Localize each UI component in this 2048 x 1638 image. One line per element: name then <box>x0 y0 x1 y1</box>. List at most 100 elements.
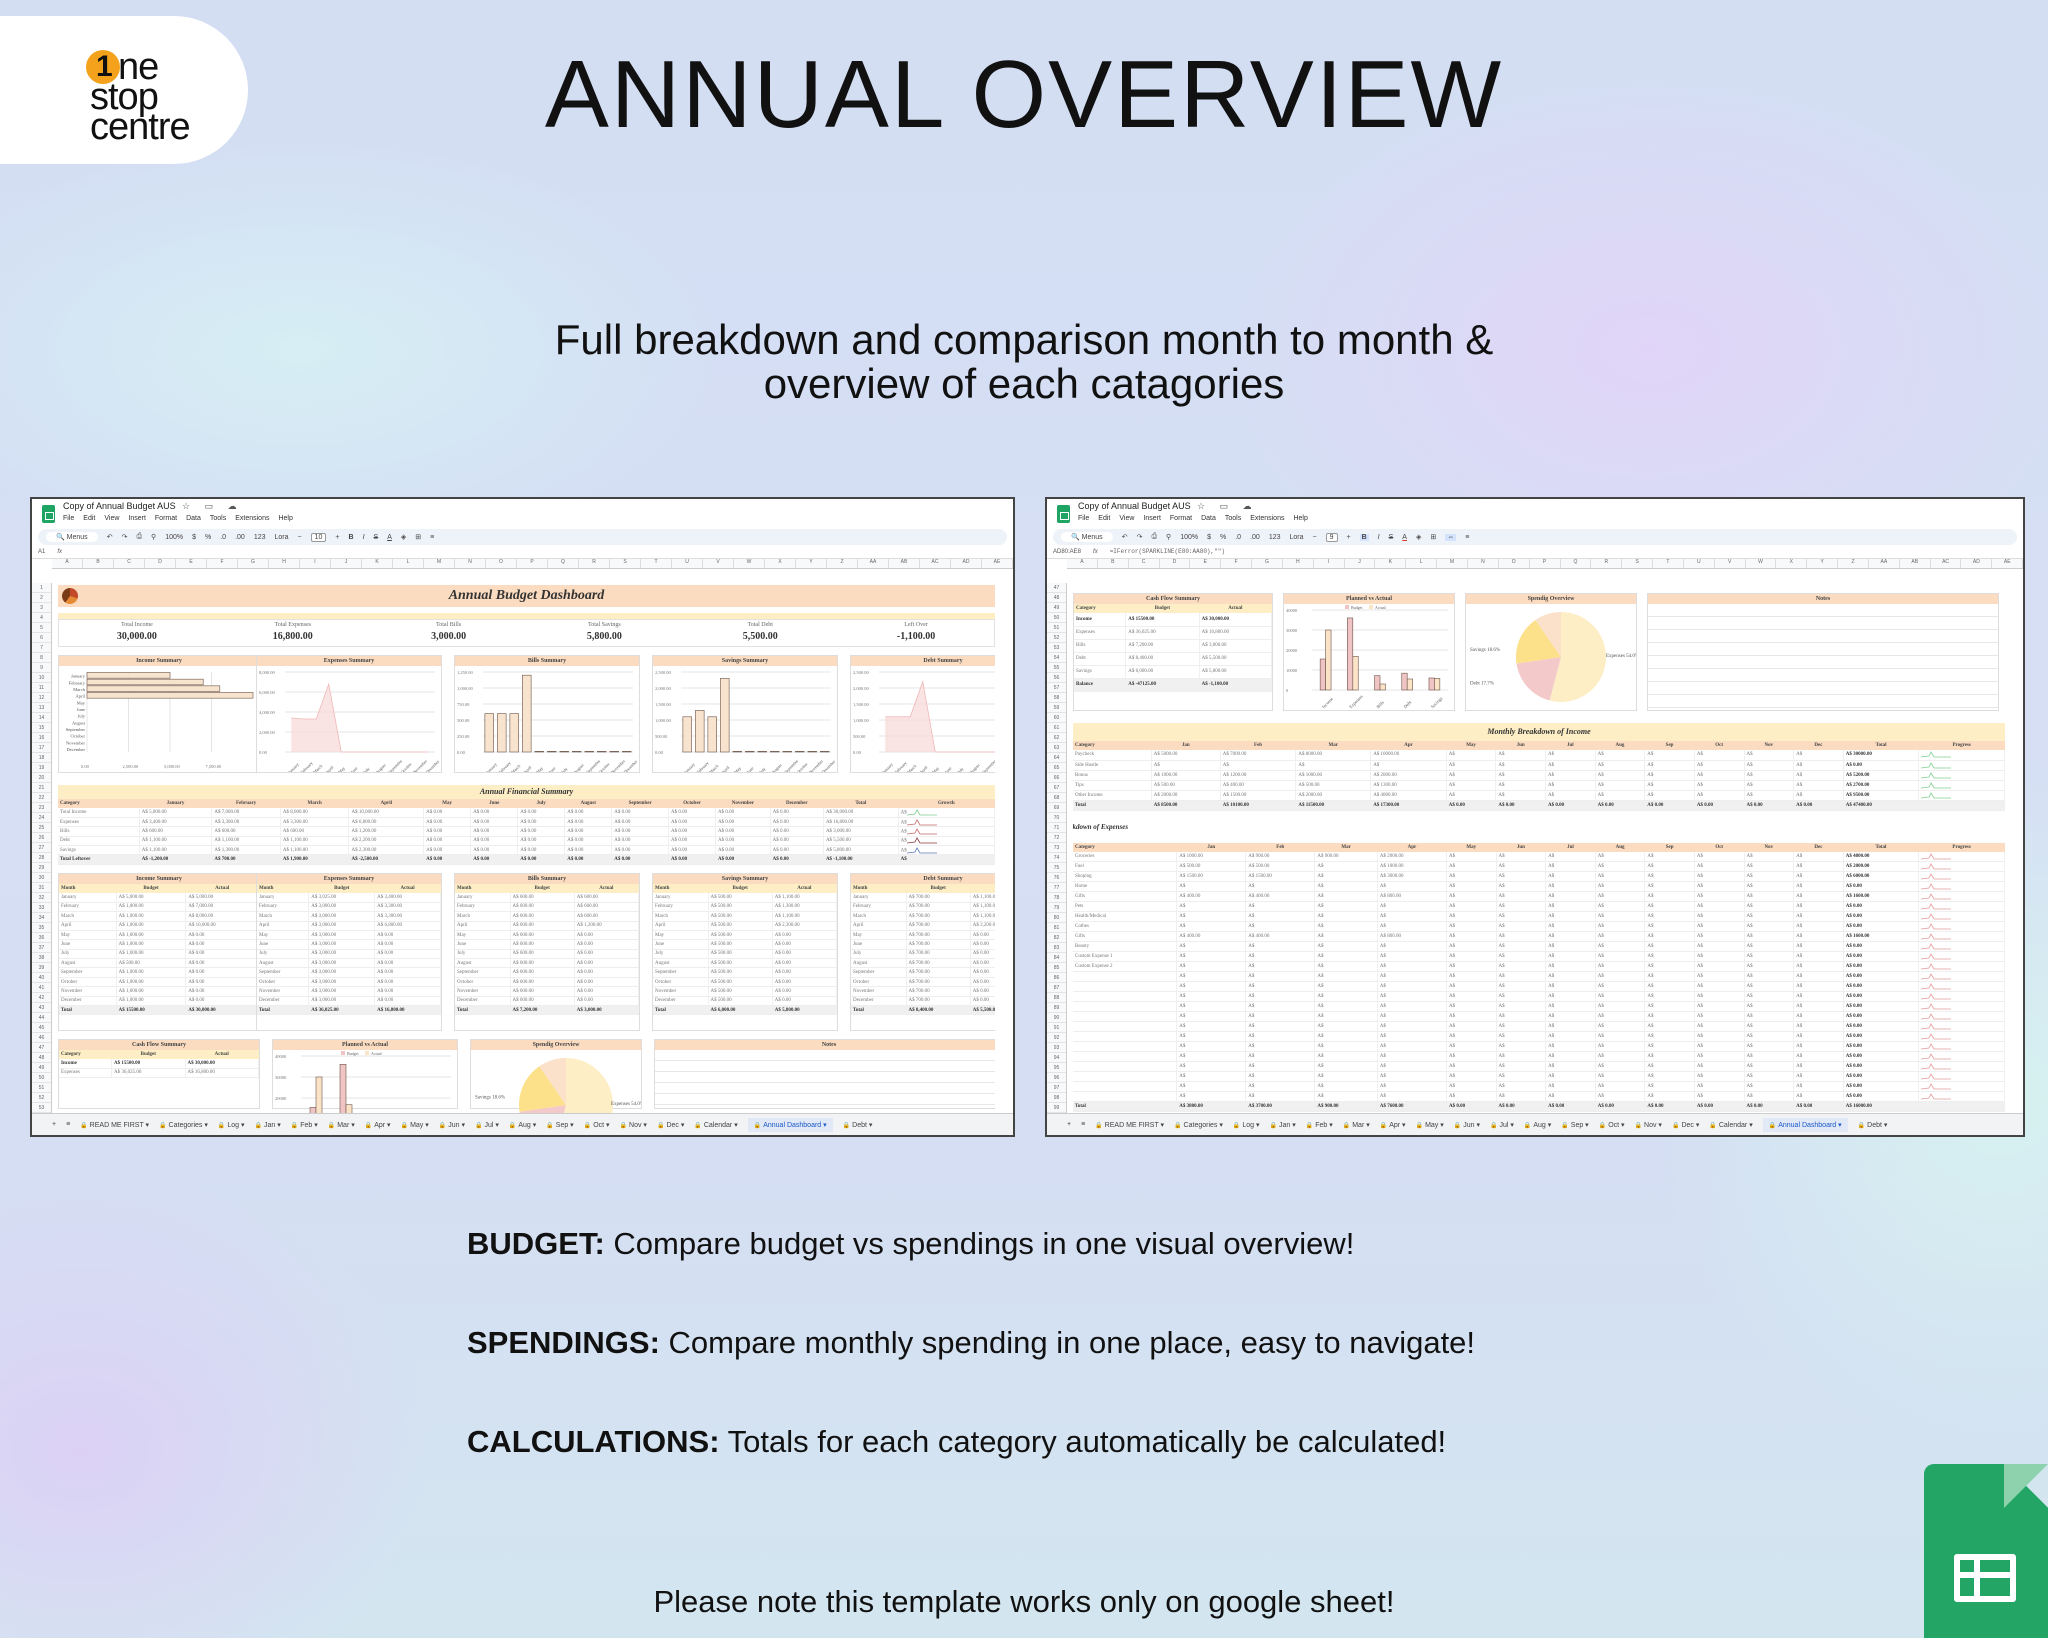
table-cell[interactable]: A$ <box>1644 871 1695 882</box>
table-cell[interactable]: A$ 1,200.00 <box>348 826 425 837</box>
tab-read-me-first[interactable]: READ ME FIRST ▾ <box>1095 1121 1164 1129</box>
tab-categories[interactable]: Categories ▾ <box>159 1121 208 1129</box>
table-cell[interactable] <box>1073 991 1178 1002</box>
row-number[interactable]: 51 <box>32 1083 51 1093</box>
add-sheet-button[interactable]: + <box>1067 1121 1072 1128</box>
table-cell[interactable]: October <box>257 977 310 988</box>
table-cell[interactable]: A$ <box>1644 941 1695 952</box>
table-cell[interactable]: A$ <box>1694 790 1745 801</box>
table-cell[interactable]: A$ <box>1314 961 1378 972</box>
table-cell[interactable]: A$ <box>1744 1051 1795 1062</box>
table-cell[interactable]: A$ -1,100.00 <box>823 854 899 865</box>
table-cell[interactable]: A$ <box>1545 991 1596 1002</box>
table-cell[interactable]: A$ <box>1314 891 1378 902</box>
table-cell[interactable]: A$ <box>1545 760 1596 771</box>
table-cell[interactable]: A$ <box>1176 941 1247 952</box>
table-cell[interactable]: A$ 0.00 <box>770 836 824 847</box>
column-header[interactable]: G <box>1252 559 1283 568</box>
table-cell[interactable] <box>1918 780 2005 791</box>
table-cell[interactable]: A$ <box>1744 1091 1795 1102</box>
table-cell[interactable]: A$ <box>1545 1091 1596 1102</box>
table-cell[interactable]: A$ <box>1744 881 1795 892</box>
table-cell[interactable]: A$ <box>1446 1071 1497 1082</box>
row-number[interactable]: 64 <box>1047 753 1066 763</box>
table-cell[interactable]: A$ <box>1446 760 1497 771</box>
table-cell[interactable]: A$ <box>1694 1081 1745 1092</box>
column-header[interactable]: AB <box>1900 559 1931 568</box>
table-cell[interactable]: A$ 8,000.00 <box>280 808 350 818</box>
table-cell[interactable]: A$ <box>1595 851 1646 862</box>
table-cell[interactable]: A$ <box>1314 1051 1378 1062</box>
table-cell[interactable]: A$ 1000.00 <box>1176 851 1247 862</box>
column-header[interactable]: Y <box>1807 559 1839 568</box>
table-cell[interactable]: A$ 600.00 <box>510 892 575 903</box>
table-cell[interactable]: A$ 0.00 <box>423 817 472 828</box>
table-cell[interactable]: A$ 5,000.00 <box>139 808 213 818</box>
table-cell[interactable]: A$ <box>1644 790 1695 801</box>
tab-nov[interactable]: Nov ▾ <box>620 1121 647 1129</box>
table-cell[interactable]: A$ 0.00 <box>1545 800 1596 811</box>
row-number[interactable]: 51 <box>1047 623 1066 633</box>
table-cell[interactable]: A$ 0.00 <box>470 845 519 856</box>
table-cell[interactable]: July <box>851 949 907 960</box>
column-header[interactable]: C <box>1129 559 1160 568</box>
table-cell[interactable]: A$ <box>1545 901 1596 912</box>
table-cell[interactable]: A$ <box>1644 971 1695 982</box>
table-cell[interactable]: A$ 0.00 <box>574 939 640 950</box>
tab-jan[interactable]: Jan ▾ <box>254 1121 281 1129</box>
row-number[interactable]: 78 <box>1047 893 1066 903</box>
table-cell[interactable]: A$ <box>1545 770 1596 781</box>
row-number[interactable]: 62 <box>1047 733 1066 743</box>
row-number[interactable]: 85 <box>1047 963 1066 973</box>
column-header[interactable]: Z <box>827 559 858 568</box>
table-cell[interactable]: A$ 0.00 <box>611 808 669 818</box>
table-cell[interactable]: A$ 700.00 <box>906 958 971 969</box>
table-cell[interactable]: A$ 5,500.00 <box>970 1005 995 1016</box>
table-cell[interactable] <box>1918 951 2005 962</box>
table-cell[interactable]: A$ <box>1446 1031 1497 1042</box>
row-number[interactable]: 17 <box>32 743 51 753</box>
table-cell[interactable]: A$ 3800.00 <box>1176 1101 1247 1112</box>
table-cell[interactable]: A$ <box>1595 921 1646 932</box>
table-cell[interactable]: A$ 1,000.00 <box>116 949 187 960</box>
column-header[interactable]: AB <box>889 559 920 568</box>
table-cell[interactable]: A$ <box>1644 1091 1695 1102</box>
table-cell[interactable]: A$ 3,300.00 <box>374 902 441 913</box>
table-cell[interactable] <box>1918 991 2005 1002</box>
table-cell[interactable]: A$ <box>1595 871 1646 882</box>
table-cell[interactable]: A$ 1,100.00 <box>139 836 213 847</box>
table-cell[interactable]: A$ 0.00 <box>772 939 838 950</box>
table-cell[interactable]: A$ 5,000.00 <box>185 892 259 903</box>
column-header[interactable]: I <box>1314 559 1345 568</box>
align-icon[interactable]: ≡ <box>430 533 435 541</box>
table-cell[interactable]: A$ 30000.00 <box>1843 750 1920 761</box>
row-number[interactable]: 18 <box>32 753 51 763</box>
column-header[interactable]: B <box>1098 559 1129 568</box>
row-number[interactable]: 84 <box>1047 953 1066 963</box>
table-cell[interactable] <box>1918 881 2005 892</box>
table-cell[interactable]: Total <box>257 1005 310 1016</box>
table-cell[interactable]: A$ <box>1793 881 1844 892</box>
decrease-decimal-button[interactable]: .0 <box>1235 533 1242 541</box>
table-cell[interactable]: A$ 1300.00 <box>1370 780 1447 791</box>
table-cell[interactable]: A$ <box>1793 1021 1844 1032</box>
table-cell[interactable]: Custom Expense 1 <box>1073 951 1178 962</box>
table-cell[interactable]: A$ 1,300.00 <box>211 845 281 856</box>
document-title[interactable]: Copy of Annual Budget AUS <box>1078 501 1191 511</box>
table-cell[interactable]: October <box>653 977 709 988</box>
table-cell[interactable]: A$ 0.00 <box>611 836 669 847</box>
row-number[interactable]: 58 <box>1047 693 1066 703</box>
table-cell[interactable]: A$ 1,100.00 <box>280 836 350 847</box>
table-cell[interactable]: A$ 600.00 <box>510 911 575 922</box>
table-cell[interactable]: A$ 600.00 <box>510 930 575 941</box>
table-cell[interactable] <box>1918 981 2005 992</box>
table-cell[interactable]: A$ 1,000.00 <box>116 986 187 997</box>
table-cell[interactable]: A$ <box>1446 901 1497 912</box>
table-cell[interactable]: A$ <box>1496 1021 1547 1032</box>
table-cell[interactable]: A$ 0.00 <box>1744 800 1795 811</box>
table-cell[interactable]: A$ 700.00 <box>906 967 971 978</box>
table-cell[interactable]: A$ <box>1694 951 1745 962</box>
table-cell[interactable]: A$ <box>1793 1051 1844 1062</box>
table-cell[interactable]: A$ 8,000.00 <box>185 911 259 922</box>
table-cell[interactable]: A$ 0.00 <box>668 808 717 818</box>
